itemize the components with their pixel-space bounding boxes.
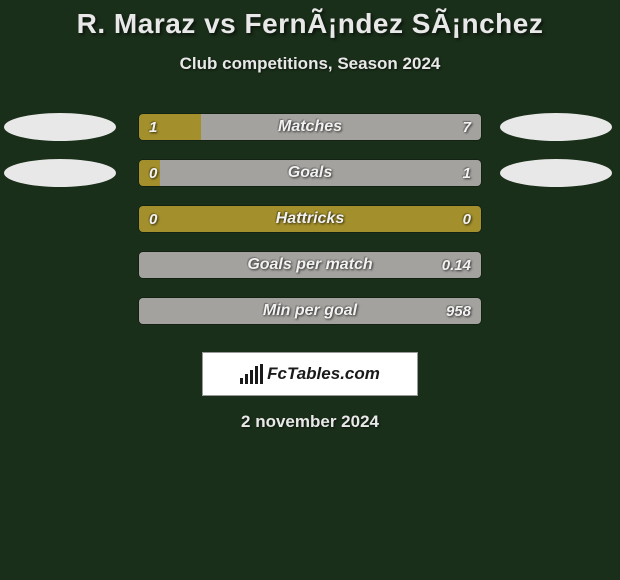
- stat-bar: 0Goals1: [138, 159, 482, 187]
- logo-text: FcTables.com: [267, 364, 380, 384]
- stat-label: Goals: [139, 160, 481, 186]
- player-left-ellipse: [4, 159, 116, 187]
- right-value: 0.14: [442, 252, 471, 278]
- stat-label: Goals per match: [139, 252, 481, 278]
- right-value: 0: [463, 206, 471, 232]
- stat-bar: Min per goal958: [138, 297, 482, 325]
- stat-row: 0Hattricks0: [0, 196, 620, 242]
- stat-label: Min per goal: [139, 298, 481, 324]
- stat-bar: Goals per match0.14: [138, 251, 482, 279]
- stat-label: Hattricks: [139, 206, 481, 232]
- subtitle: Club competitions, Season 2024: [0, 54, 620, 74]
- stat-row: Min per goal958: [0, 288, 620, 334]
- right-value: 7: [463, 114, 471, 140]
- comparison-infographic: R. Maraz vs FernÃ¡ndez SÃ¡nchez Club com…: [0, 0, 620, 432]
- stat-rows: 1Matches70Goals10Hattricks0Goals per mat…: [0, 104, 620, 334]
- stat-label: Matches: [139, 114, 481, 140]
- fctables-logo: FcTables.com: [202, 352, 418, 396]
- stat-row: 0Goals1: [0, 150, 620, 196]
- stat-row: 1Matches7: [0, 104, 620, 150]
- page-title: R. Maraz vs FernÃ¡ndez SÃ¡nchez: [0, 8, 620, 40]
- stat-row: Goals per match0.14: [0, 242, 620, 288]
- player-right-ellipse: [500, 159, 612, 187]
- date-label: 2 november 2024: [0, 412, 620, 432]
- logo-bars-icon: [240, 364, 263, 384]
- player-right-ellipse: [500, 113, 612, 141]
- stat-bar: 0Hattricks0: [138, 205, 482, 233]
- right-value: 1: [463, 160, 471, 186]
- stat-bar: 1Matches7: [138, 113, 482, 141]
- player-left-ellipse: [4, 113, 116, 141]
- right-value: 958: [446, 298, 471, 324]
